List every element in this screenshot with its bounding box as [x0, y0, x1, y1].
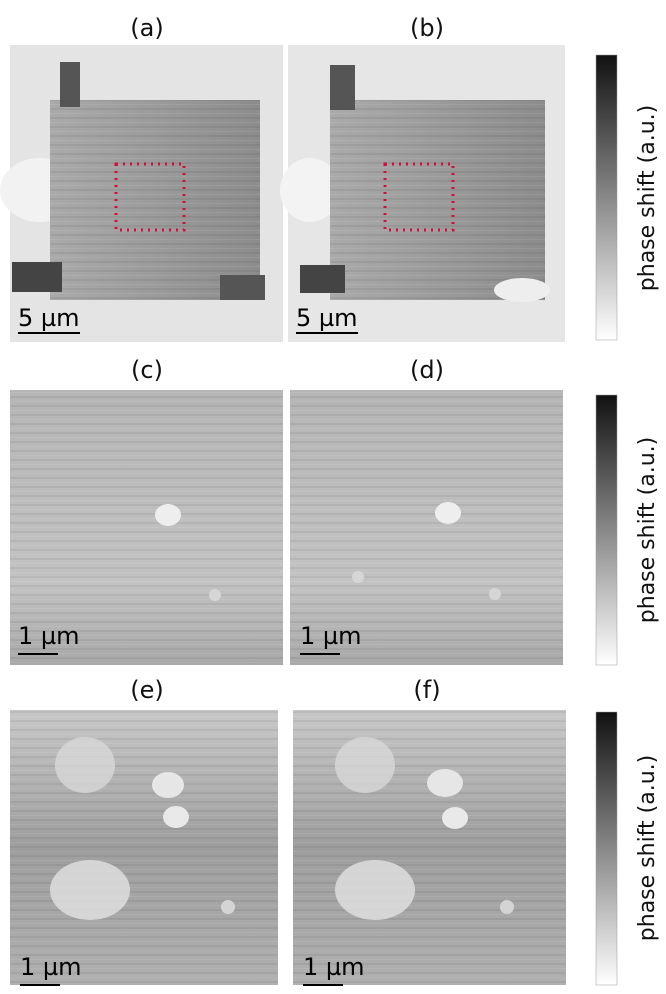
colorbar — [596, 55, 617, 340]
panel-label: (e) — [130, 676, 164, 704]
micrograph — [0, 45, 283, 342]
panel-label: (b) — [410, 14, 444, 42]
colorbar-label: phase shift (a.u.) — [635, 437, 660, 623]
scale-bar-label: 5 µm — [18, 304, 80, 332]
panel-label: (f) — [413, 676, 440, 704]
panel-label: (a) — [130, 14, 163, 42]
micrograph — [10, 710, 278, 985]
micrograph — [293, 710, 566, 985]
scale-bar-label: 5 µm — [296, 304, 358, 332]
colorbar — [596, 395, 617, 665]
scale-bar-label: 1 µm — [18, 622, 80, 650]
scale-bar-label: 1 µm — [20, 953, 82, 981]
colorbar-label: phase shift (a.u.) — [635, 755, 660, 941]
figure: (a) (b) 5 µm 5 µm phase shift (a.u.) (c)… — [0, 0, 666, 994]
panel-label: (c) — [131, 356, 163, 384]
colorbar-label: phase shift (a.u.) — [635, 105, 660, 291]
colorbar — [596, 712, 617, 985]
panel-label: (d) — [410, 356, 444, 384]
scale-bar-label: 1 µm — [303, 953, 365, 981]
scale-bar-label: 1 µm — [300, 622, 362, 650]
micrograph — [280, 45, 565, 342]
